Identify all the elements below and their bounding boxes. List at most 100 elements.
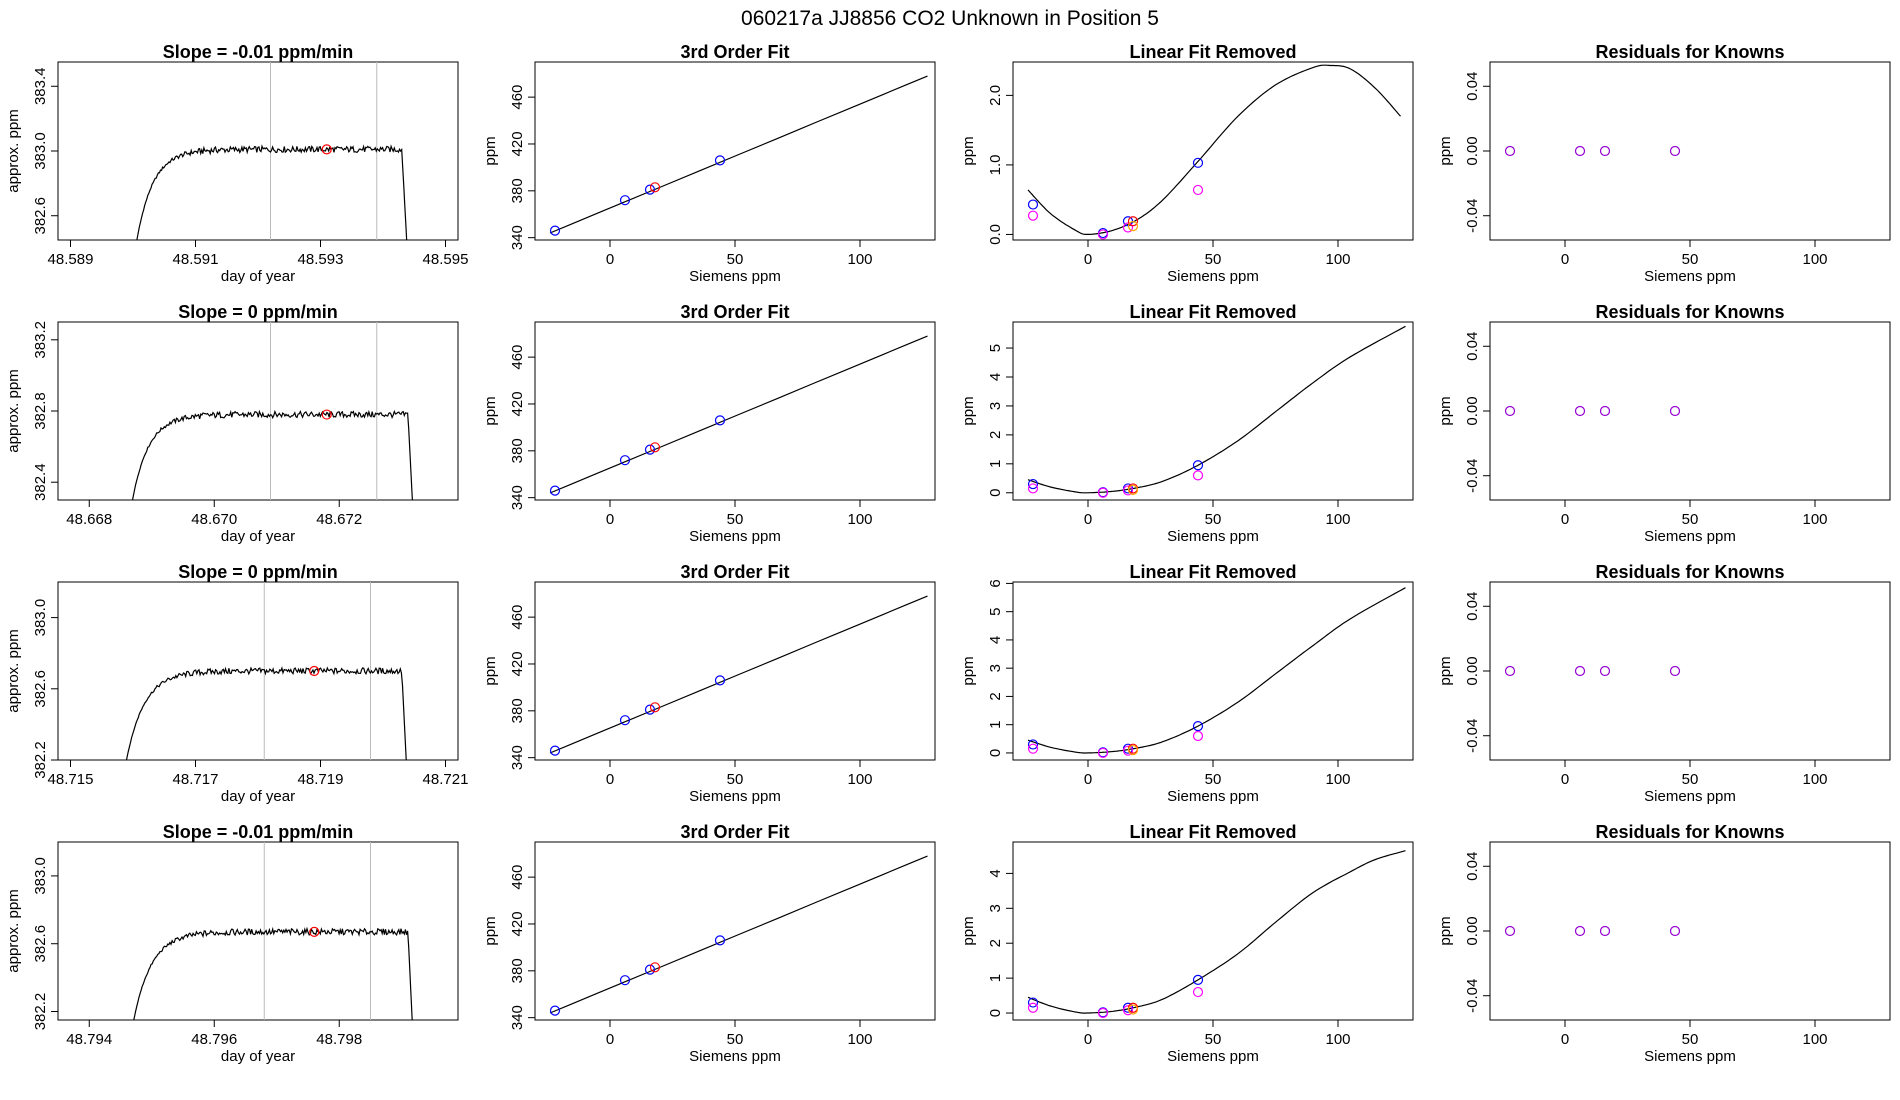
data-point-r2c2-3 xyxy=(649,442,661,453)
plot-frame-r4c1 xyxy=(57,841,459,1021)
x-tick-label-r4c2-0: 0 xyxy=(606,1031,614,1048)
x-tick-label-r1c4-0: 0 xyxy=(1561,251,1569,268)
data-point-r2c3-8 xyxy=(1192,460,1204,471)
x-tick-label-r1c3-1: 50 xyxy=(1205,251,1222,268)
y-tick-label-r4c3-4: 4 xyxy=(987,869,1004,877)
y-tick-label-r3c1-2: 383.0 xyxy=(32,599,49,637)
panel-title-r4c4: Residuals for Knowns xyxy=(1595,822,1784,842)
x-tick-label-r3c2-0: 0 xyxy=(606,771,614,788)
data-point-r2c2-1 xyxy=(619,455,631,466)
fit-curve-r1c2 xyxy=(549,75,928,234)
x-axis-label-r2c1: day of year xyxy=(221,528,295,545)
data-point-r1c3-1 xyxy=(1027,210,1039,221)
panel-title-r2c3: Linear Fit Removed xyxy=(1129,302,1296,322)
x-tick-label-r3c1-2: 48.719 xyxy=(298,771,344,788)
x-tick-label-r1c1-0: 48.589 xyxy=(48,251,94,268)
fit-curve-r3c3 xyxy=(1027,587,1406,754)
data-point-r4c2-1 xyxy=(619,975,631,986)
y-tick-label-r4c1-2: 383.0 xyxy=(32,857,49,895)
x-tick-label-r4c3-1: 50 xyxy=(1205,1031,1222,1048)
y-axis-label-r1c1: approx. ppm xyxy=(5,109,22,192)
panel-title-r1c1: Slope = -0.01 ppm/min xyxy=(163,42,354,62)
x-axis-label-r4c4: Siemens ppm xyxy=(1644,1048,1736,1065)
data-point-r3c2-1 xyxy=(619,715,631,726)
data-point-r3c3-7 xyxy=(1127,745,1139,756)
y-tick-label-r3c3-5: 5 xyxy=(987,607,1004,615)
y-axis-label-r3c4: ppm xyxy=(1437,656,1454,685)
y-tick-label-r2c3-3: 3 xyxy=(987,402,1004,410)
data-point-r3c4-1 xyxy=(1574,665,1586,677)
mean-marker-r2c1 xyxy=(321,409,332,420)
data-point-r3c4-0 xyxy=(1504,665,1516,677)
panel-title-r1c3: Linear Fit Removed xyxy=(1129,42,1296,62)
y-tick-label-r2c1-1: 382.8 xyxy=(32,392,49,430)
x-axis-label-r4c1: day of year xyxy=(221,1048,295,1065)
y-tick-label-r2c2-3: 460 xyxy=(509,345,526,370)
y-tick-label-r4c2-0: 340 xyxy=(509,1005,526,1030)
x-axis-label-r3c3: Siemens ppm xyxy=(1167,788,1259,805)
plot-frame-r3c1 xyxy=(57,581,459,761)
y-tick-label-r4c4-0: -0.04 xyxy=(1464,979,1481,1013)
x-tick-label-r2c1-0: 48.668 xyxy=(66,511,112,528)
plot-area-r2c2 xyxy=(549,335,928,496)
plot-frame-r1c2 xyxy=(534,61,936,241)
y-tick-label-r2c2-1: 380 xyxy=(509,438,526,463)
y-tick-label-r2c3-0: 0 xyxy=(987,489,1004,497)
y-tick-label-r4c1-0: 382.2 xyxy=(32,993,49,1031)
x-tick-label-r4c3-0: 0 xyxy=(1084,1031,1092,1048)
data-point-r4c2-3 xyxy=(649,962,661,973)
x-tick-label-r2c2-2: 100 xyxy=(847,511,872,528)
data-point-r3c3-5 xyxy=(1122,745,1134,756)
y-tick-label-r3c3-1: 1 xyxy=(987,721,1004,729)
y-tick-label-r1c4-0: -0.04 xyxy=(1464,199,1481,233)
y-axis-label-r1c2: ppm xyxy=(482,136,499,165)
data-point-r1c4-0 xyxy=(1504,145,1516,157)
plot-frame-r3c2 xyxy=(534,581,936,761)
y-axis-label-r4c2: ppm xyxy=(482,916,499,945)
data-point-r3c4-2 xyxy=(1599,665,1611,677)
y-tick-label-r3c3-4: 4 xyxy=(987,636,1004,644)
data-point-r4c2-2 xyxy=(644,964,656,975)
x-tick-label-r4c2-1: 50 xyxy=(727,1031,744,1048)
data-point-r3c2-0 xyxy=(549,745,561,756)
data-point-r2c3-7 xyxy=(1127,484,1139,495)
plot-frame-r4c4 xyxy=(1489,841,1891,1021)
x-tick-label-r2c1-2: 48.672 xyxy=(316,511,362,528)
series-line-r1c1 xyxy=(136,144,408,240)
x-tick-label-r4c1-1: 48.796 xyxy=(191,1031,237,1048)
y-tick-label-r3c3-2: 2 xyxy=(987,692,1004,700)
x-tick-label-r2c4-0: 0 xyxy=(1561,511,1569,528)
plot-frame-r2c2 xyxy=(534,321,936,501)
panel-title-r3c3: Linear Fit Removed xyxy=(1129,562,1296,582)
data-point-r2c3-0 xyxy=(1027,478,1039,490)
y-tick-label-r3c4-0: -0.04 xyxy=(1464,719,1481,753)
data-point-r1c2-2 xyxy=(644,184,656,195)
data-point-r1c3-8 xyxy=(1192,157,1204,168)
data-point-r3c2-3 xyxy=(649,702,661,713)
x-tick-label-r1c2-2: 100 xyxy=(847,251,872,268)
plot-frame-r2c3 xyxy=(1012,321,1414,501)
y-tick-label-r1c3-1: 1.0 xyxy=(987,154,1004,175)
data-point-r4c2-4 xyxy=(714,935,726,946)
x-tick-label-r1c4-1: 50 xyxy=(1682,251,1699,268)
x-tick-label-r1c1-1: 48.591 xyxy=(173,251,219,268)
data-point-r4c4-2 xyxy=(1599,925,1611,937)
x-tick-label-r4c1-0: 48.794 xyxy=(66,1031,112,1048)
plot-area-r2c1 xyxy=(131,322,413,500)
data-point-r4c4-1 xyxy=(1574,925,1586,937)
y-tick-label-r2c3-1: 1 xyxy=(987,460,1004,468)
panel-r2c4: Residuals for Knowns 0 50 100 -0.04 0.00 0.04 S… xyxy=(1437,302,1891,545)
x-tick-label-r1c1-2: 48.593 xyxy=(298,251,344,268)
y-tick-label-r3c3-3: 3 xyxy=(987,664,1004,672)
data-point-r2c4-3 xyxy=(1669,405,1681,417)
plot-area-r1c4 xyxy=(1504,145,1681,157)
panel-r1c1: Slope = -0.01 ppm/min 48.589 48.591 48.593 4… xyxy=(5,42,468,285)
x-tick-label-r3c4-2: 100 xyxy=(1802,771,1827,788)
data-point-r4c3-7 xyxy=(1127,1004,1139,1015)
data-point-r1c4-1 xyxy=(1574,145,1586,157)
plot-area-r4c2 xyxy=(549,855,928,1016)
data-point-r2c2-4 xyxy=(714,415,726,426)
x-axis-label-r4c3: Siemens ppm xyxy=(1167,1048,1259,1065)
data-point-r3c3-3 xyxy=(1097,747,1109,759)
